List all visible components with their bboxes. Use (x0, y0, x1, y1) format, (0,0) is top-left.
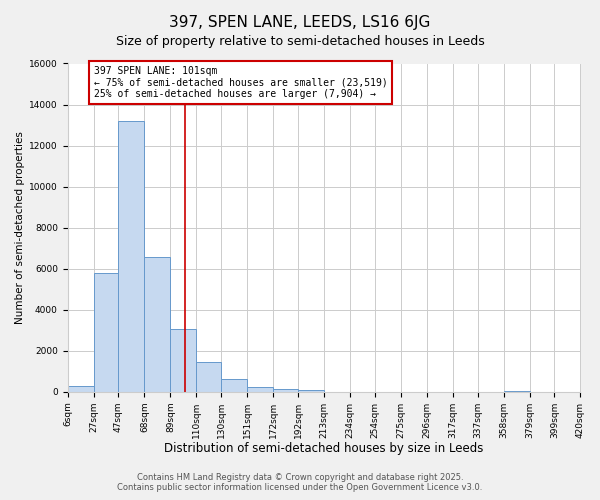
Bar (247, 387, 273, 392)
Bar (170, 329, 196, 392)
Bar (94, 273, 118, 392)
Text: 397, SPEN LANE, LEEDS, LS16 6JG: 397, SPEN LANE, LEEDS, LS16 6JG (169, 15, 431, 30)
Text: Size of property relative to semi-detached houses in Leeds: Size of property relative to semi-detach… (116, 35, 484, 48)
Bar (118, 121, 145, 392)
Text: Contains HM Land Registry data © Crown copyright and database right 2025.
Contai: Contains HM Land Registry data © Crown c… (118, 473, 482, 492)
Y-axis label: Number of semi-detached properties: Number of semi-detached properties (15, 131, 25, 324)
Bar (503, 390, 530, 392)
Text: 397 SPEN LANE: 101sqm
← 75% of semi-detached houses are smaller (23,519)
25% of : 397 SPEN LANE: 101sqm ← 75% of semi-deta… (94, 66, 388, 99)
Bar (298, 390, 324, 392)
Bar (196, 362, 221, 392)
Bar (273, 389, 298, 392)
Bar (68, 386, 94, 392)
Bar (145, 258, 170, 392)
X-axis label: Distribution of semi-detached houses by size in Leeds: Distribution of semi-detached houses by … (164, 442, 484, 455)
Bar (221, 380, 247, 392)
